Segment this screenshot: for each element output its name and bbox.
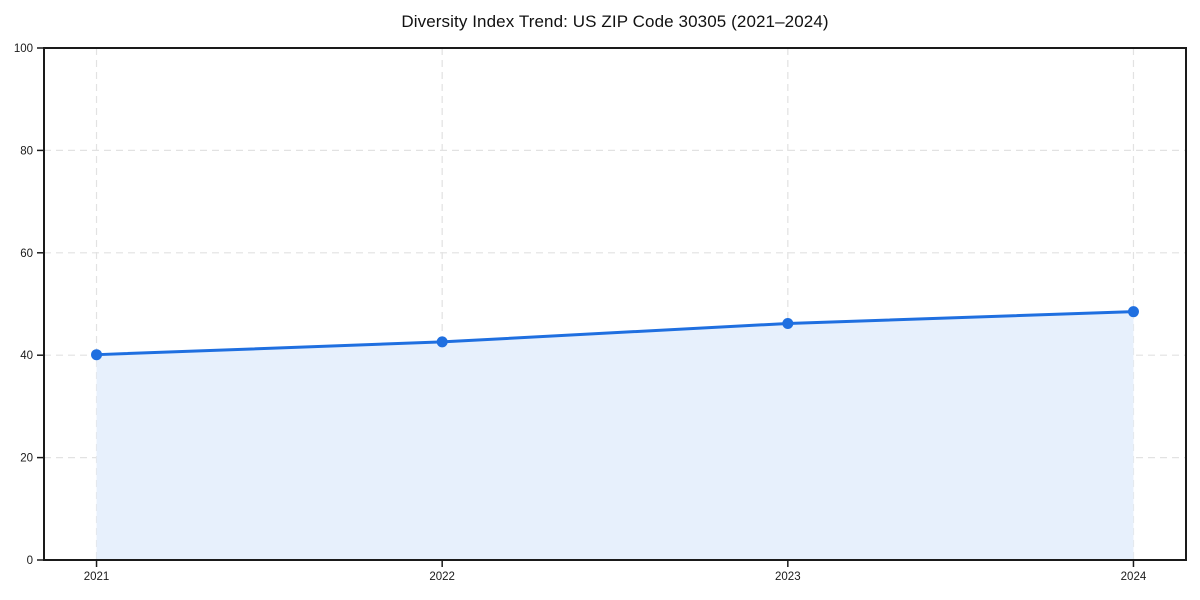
data-point-marker [91, 349, 103, 361]
y-tick-label: 20 [20, 453, 33, 465]
trend-line [95, 310, 1135, 357]
plot-border [43, 47, 1187, 561]
x-tick-label: 2023 [775, 571, 801, 583]
data-point-marker [782, 317, 794, 329]
y-tick-label: 80 [20, 145, 33, 157]
y-tick-label: 0 [27, 555, 33, 567]
y-tick-label: 100 [14, 43, 33, 55]
y-tick-label: 60 [20, 248, 33, 260]
x-tick-label: 2024 [1121, 571, 1147, 583]
chart-title: Diversity Index Trend: US ZIP Code 30305… [401, 12, 829, 31]
y-tick-label: 40 [20, 350, 33, 362]
x-tick-label: 2021 [84, 571, 110, 583]
x-tick-label: 2022 [429, 571, 455, 583]
data-point-marker [1127, 306, 1139, 318]
area-fill [96, 311, 1134, 560]
data-point-marker [436, 336, 448, 348]
